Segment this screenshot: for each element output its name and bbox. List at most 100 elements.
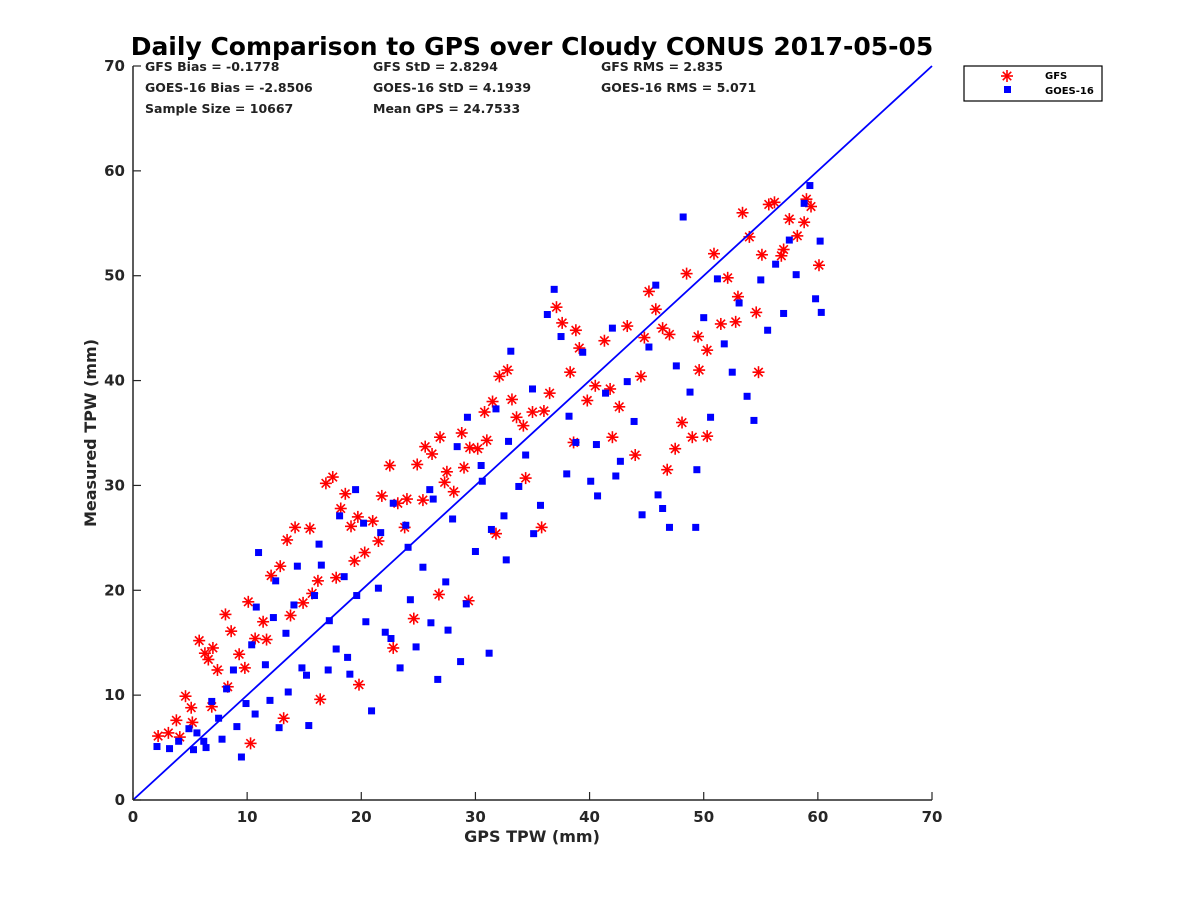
gfs-point [537,404,550,417]
goes16-point [389,499,397,507]
y-tick-label: 50 [104,267,125,285]
stat-goes16-rms: GOES-16 RMS = 5.071 [601,80,756,95]
goes16-point [290,601,298,609]
gfs-point [348,554,361,567]
goes16-point [728,368,736,376]
x-axis-label: GPS TPW (mm) [464,827,600,846]
goes16-point [692,523,700,531]
series-gfs [152,193,825,750]
goes16-point [298,664,306,672]
gfs-point [663,328,676,341]
gfs-point [519,472,532,485]
goes16-point [444,626,452,634]
goes16-point [200,737,208,745]
y-ticks: 0 10 20 30 40 50 60 70 [104,57,141,809]
x-tick-label: 50 [693,808,714,826]
gfs-point [676,416,689,429]
goes16-point [269,614,277,622]
stat-gfs-bias: GFS Bias = -0.1778 [145,59,279,74]
gfs-point [244,737,257,750]
gfs-point [432,588,445,601]
goes16-point [352,486,360,494]
goes16-point [305,722,313,730]
legend-gfs-label: GFS [1045,71,1067,82]
gfs-point [736,206,749,219]
gfs-point [692,330,705,343]
gfs-point [289,521,302,534]
gfs-point [170,714,183,727]
series-goes16 [153,182,825,761]
goes16-point [248,641,256,649]
gfs-point [493,370,506,383]
goes16-point [672,362,680,370]
goes16-point [536,501,544,509]
y-tick-label: 70 [104,57,125,75]
x-ticks: 0 10 20 30 40 50 60 70 [128,792,943,826]
gfs-point [621,320,634,333]
goes16-point [208,697,216,705]
gfs-point [714,317,727,330]
goes16-point [550,285,558,293]
gfs-point [311,574,324,587]
x-tick-label: 0 [128,808,138,826]
gfs-point [693,364,706,377]
gfs-point [353,678,366,691]
goes16-point [261,661,269,669]
x-tick-label: 70 [922,808,943,826]
goes16-point [429,495,437,503]
goes16-point [412,643,420,651]
goes16-point [477,462,485,470]
goes16-point [202,744,210,752]
gfs-point [707,247,720,260]
gfs-point [326,471,339,484]
goes16-point [700,314,708,322]
stat-gfs-std: GFS StD = 2.8294 [373,59,498,74]
goes16-point [381,628,389,636]
goes16-point [377,529,385,537]
goes16-point [735,299,743,307]
gfs-point [777,243,790,256]
y-tick-label: 0 [115,791,125,809]
goes16-point [462,600,470,608]
gfs-point [569,324,582,337]
x-tick-label: 10 [237,808,258,826]
gfs-point [211,663,224,676]
y-tick-label: 10 [104,686,125,704]
goes16-point [387,635,395,643]
goes16-point [324,666,332,674]
gfs-point [447,485,460,498]
gfs-point [642,285,655,298]
goes16-point [707,413,715,421]
plot-points [152,182,825,761]
gfs-point [411,458,424,471]
goes16-point [565,412,573,420]
goes16-point [572,438,580,446]
goes16-point [272,577,280,585]
goes16-point [665,523,673,531]
goes16-point [237,753,245,761]
goes16-point [806,182,814,190]
goes16-point [255,549,263,557]
goes16-point [507,347,515,355]
gfs-point [729,315,742,328]
gfs-point [152,730,165,743]
goes16-point [426,486,434,494]
goes16-point [515,482,523,490]
goes16-point [654,491,662,499]
gfs-point [260,633,273,646]
goes16-point [193,729,201,737]
gfs-point [798,216,811,229]
gfs-point [721,271,734,284]
goes16-point [485,649,493,657]
gfs-point [669,442,682,455]
gfs-point [400,493,413,506]
goes16-point [374,584,382,592]
stat-gfs-rms: GFS RMS = 2.835 [601,59,723,74]
gfs-point [501,364,514,377]
gfs-point [366,515,379,528]
y-tick-label: 20 [104,581,125,599]
goes16-point [623,378,631,386]
gfs-point [701,430,714,443]
goes16-point [492,405,500,413]
